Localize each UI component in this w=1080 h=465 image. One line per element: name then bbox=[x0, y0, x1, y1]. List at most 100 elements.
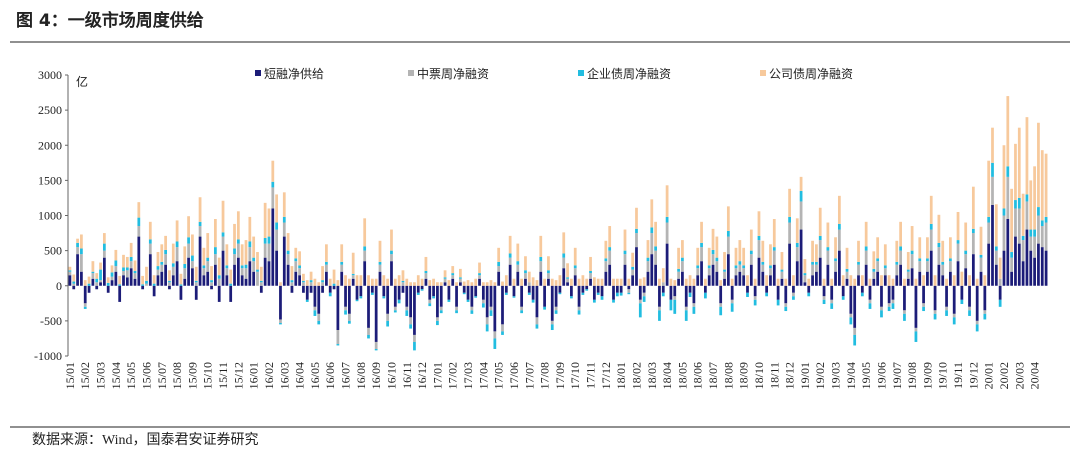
bar-segment bbox=[290, 282, 294, 286]
bar-segment bbox=[1033, 229, 1036, 237]
bar-segment bbox=[171, 275, 175, 286]
bar-segment bbox=[248, 261, 252, 286]
bar-segment bbox=[937, 214, 941, 243]
x-tick-label: 19/08 bbox=[905, 362, 919, 389]
bar-segment bbox=[615, 285, 619, 293]
x-tick-label: 17/05 bbox=[492, 362, 506, 389]
bar-segment bbox=[344, 275, 347, 286]
bar-segment bbox=[681, 240, 684, 258]
bar-segment bbox=[413, 334, 416, 342]
bar-segment bbox=[206, 261, 210, 272]
bar-segment bbox=[550, 320, 554, 325]
bar-segment bbox=[187, 237, 190, 244]
bar-segment bbox=[87, 285, 91, 293]
bar-segment bbox=[837, 229, 841, 251]
bar-segment bbox=[776, 278, 780, 286]
bar-segment bbox=[359, 275, 363, 286]
bar-segment bbox=[183, 246, 187, 264]
bar-segment bbox=[152, 283, 156, 286]
x-tick-label: 15/12 bbox=[231, 362, 245, 389]
bar-segment bbox=[210, 285, 213, 290]
x-tick-label: 16/03 bbox=[277, 362, 291, 389]
bar-segment bbox=[742, 265, 746, 269]
bar-segment bbox=[554, 280, 558, 286]
bar-segment bbox=[347, 313, 351, 321]
bar-segment bbox=[860, 275, 864, 286]
bar-segment bbox=[263, 237, 267, 244]
bar-segment bbox=[906, 278, 910, 286]
bar-segment bbox=[355, 299, 359, 302]
bar-segment bbox=[72, 285, 76, 290]
bar-segment bbox=[382, 296, 386, 299]
bar-segment bbox=[485, 282, 489, 286]
bar-segment bbox=[156, 275, 160, 286]
bar-segment bbox=[887, 306, 891, 312]
bar-segment bbox=[975, 320, 979, 325]
bar-segment bbox=[485, 285, 489, 318]
bar-segment bbox=[922, 306, 925, 312]
bar-segment bbox=[95, 282, 99, 286]
x-tick-label: 19/01 bbox=[798, 362, 812, 389]
bar-segment bbox=[156, 252, 160, 267]
bar-segment bbox=[700, 242, 703, 248]
y-tick-label: 3000 bbox=[38, 68, 62, 82]
bar-segment bbox=[462, 281, 466, 286]
bar-segment bbox=[696, 265, 700, 269]
bar-segment bbox=[864, 264, 868, 286]
bar-segment bbox=[520, 306, 524, 311]
bar-segment bbox=[772, 247, 776, 251]
bar-segment bbox=[416, 285, 420, 293]
bar-segment bbox=[914, 278, 918, 286]
bar-segment bbox=[317, 285, 321, 314]
bar-segment bbox=[589, 270, 592, 274]
bar-segment bbox=[880, 285, 883, 307]
legend-label: 企业债周净融资 bbox=[587, 66, 671, 81]
bar-segment bbox=[780, 278, 784, 286]
bar-segment bbox=[845, 278, 849, 286]
bar-segment bbox=[118, 284, 122, 286]
x-tick-label: 18/08 bbox=[721, 362, 735, 389]
bar-segment bbox=[631, 252, 635, 267]
bar-segment bbox=[298, 251, 301, 266]
bar-segment bbox=[604, 261, 608, 272]
x-tick-label: 15/09 bbox=[185, 362, 199, 389]
x-tick-label: 18/02 bbox=[629, 362, 643, 389]
bar-segment bbox=[933, 310, 937, 314]
bar-segment bbox=[1017, 197, 1021, 209]
bar-segment bbox=[225, 275, 229, 286]
bar-segment bbox=[757, 211, 761, 236]
bar-segment bbox=[428, 299, 432, 304]
bar-segment bbox=[87, 283, 91, 286]
bar-segment bbox=[1044, 153, 1048, 217]
x-tick-label: 19/12 bbox=[966, 362, 980, 389]
bar-segment bbox=[390, 229, 393, 251]
bar-segment bbox=[922, 303, 925, 307]
bar-segment bbox=[489, 310, 493, 316]
bar-segment bbox=[378, 240, 382, 262]
bar-segment bbox=[795, 242, 799, 248]
bar-segment bbox=[887, 285, 891, 304]
bar-segment bbox=[340, 271, 344, 286]
bar-segment bbox=[524, 273, 527, 279]
bar-segment bbox=[573, 247, 577, 266]
bar-segment bbox=[102, 233, 106, 244]
bar-segment bbox=[998, 278, 1002, 286]
bar-segment bbox=[730, 285, 734, 300]
bar-segment bbox=[1025, 117, 1029, 195]
bar-segment bbox=[393, 278, 397, 286]
bar-segment bbox=[726, 206, 730, 231]
bar-segment bbox=[883, 244, 887, 266]
bar-segment bbox=[853, 278, 857, 286]
bar-segment bbox=[788, 222, 791, 244]
bar-segment bbox=[566, 277, 569, 279]
bar-segment bbox=[436, 285, 439, 318]
bar-segment bbox=[336, 330, 340, 345]
bar-segment bbox=[325, 264, 328, 272]
bar-segment bbox=[566, 278, 569, 283]
bar-segment bbox=[592, 285, 596, 300]
bar-segment bbox=[971, 233, 975, 255]
bar-segment bbox=[443, 270, 447, 278]
bar-segment bbox=[152, 275, 156, 284]
bar-segment bbox=[424, 278, 428, 286]
y-tick-label: 0 bbox=[56, 279, 62, 293]
